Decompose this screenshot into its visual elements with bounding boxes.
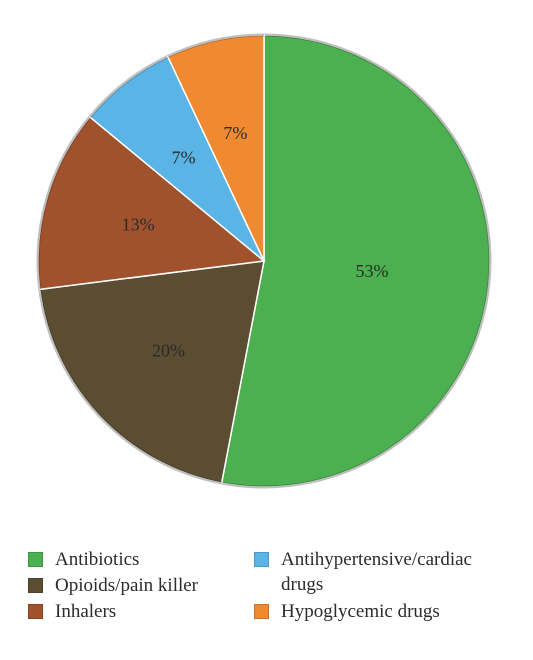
legend-label-antihypertensive: Antihypertensive/cardiac drugs bbox=[281, 549, 472, 595]
pie-slice-opioids-pain-killer bbox=[38, 260, 265, 484]
slice-label-inhalers: 13% bbox=[122, 214, 155, 234]
legend-swatch-antihypertensive bbox=[254, 552, 269, 567]
pie-slice-inhalers bbox=[37, 115, 266, 291]
legend-item-opioids: Opioids/pain killer bbox=[28, 573, 198, 598]
slice-label-hypoglycemic-drugs: 7% bbox=[223, 123, 247, 143]
legend-label-antibiotics: Antibiotics bbox=[55, 549, 140, 570]
legend-swatch-hypoglycemic bbox=[254, 604, 269, 619]
pie-slice-edge-hypoglycemic-drugs bbox=[167, 33, 265, 58]
legend-label-hypoglycemic: Hypoglycemic drugs bbox=[281, 601, 440, 622]
legend-swatch-inhalers bbox=[28, 604, 43, 619]
legend-swatch-opioids bbox=[28, 578, 43, 593]
legend-item-antihypertensive: Antihypertensive/cardiac drugs bbox=[254, 547, 472, 597]
legend-label-inhalers: Inhalers bbox=[55, 601, 117, 622]
slice-label-antibiotics: 53% bbox=[355, 261, 388, 281]
pie-slice-edge-antibiotics bbox=[221, 33, 492, 489]
pie-slice-edge-antihypertensive-cardiac-drugs bbox=[88, 55, 169, 118]
pie-slice-hypoglycemic-drugs bbox=[166, 34, 265, 262]
pie-chart: 53% 20% 13% 7% 7% bbox=[36, 33, 492, 489]
slice-label-opioids-pain-killer: 20% bbox=[152, 341, 185, 361]
legend-label-opioids: Opioids/pain killer bbox=[55, 575, 199, 596]
pie-slice-antibiotics bbox=[220, 34, 491, 488]
pie-slice-edge-opioids-pain-killer bbox=[38, 289, 222, 485]
legend-swatch-antibiotics bbox=[28, 552, 43, 567]
pie-slice-edge-inhalers bbox=[36, 115, 92, 290]
legend-item-hypoglycemic: Hypoglycemic drugs bbox=[254, 599, 440, 624]
legend-item-antibiotics: Antibiotics bbox=[28, 547, 139, 572]
slice-label-antihypertensive-cardiac-drugs: 7% bbox=[172, 147, 196, 167]
legend-item-inhalers: Inhalers bbox=[28, 599, 116, 624]
